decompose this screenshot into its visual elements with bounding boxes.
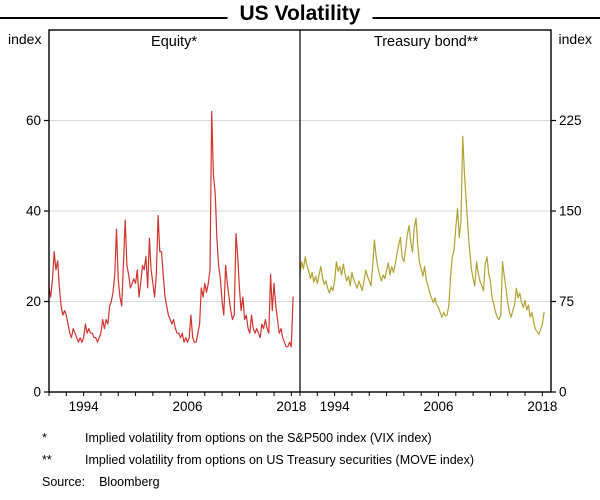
footnote-move: ** Implied volatility from options on US… — [42, 453, 588, 468]
vix-line — [48, 110, 294, 348]
svg-text:2018: 2018 — [527, 399, 557, 414]
svg-text:2006: 2006 — [423, 399, 453, 414]
footnote-marker: ** — [42, 453, 52, 467]
panel-label-treasury: Treasury bond** — [373, 34, 479, 50]
svg-text:1994: 1994 — [320, 399, 351, 414]
source-label: Source: — [42, 475, 86, 489]
footnote-text: Implied volatility from options on the S… — [85, 431, 432, 445]
svg-text:225: 225 — [559, 113, 582, 128]
panel-label-equity: Equity* — [151, 34, 197, 50]
source-line: Source: Bloomberg — [42, 475, 588, 490]
chart-title: US Volatility — [227, 2, 373, 26]
footnotes: * Implied volatility from options on the… — [42, 431, 588, 490]
footnote-marker: * — [42, 431, 47, 445]
svg-text:0: 0 — [559, 385, 567, 400]
svg-text:2018: 2018 — [276, 399, 306, 414]
footnote-text: Implied volatility from options on US Tr… — [85, 453, 475, 467]
svg-text:60: 60 — [26, 113, 41, 128]
axis-unit-left: index — [8, 31, 42, 47]
svg-text:20: 20 — [26, 294, 41, 309]
svg-text:40: 40 — [26, 204, 41, 219]
move-line — [299, 135, 545, 335]
svg-text:150: 150 — [559, 204, 582, 219]
source-text: Bloomberg — [99, 475, 160, 489]
svg-text:2006: 2006 — [172, 399, 202, 414]
svg-text:75: 75 — [559, 294, 574, 309]
svg-text:1994: 1994 — [69, 399, 100, 414]
footnote-vix: * Implied volatility from options on the… — [42, 431, 588, 446]
svg-text:0: 0 — [33, 385, 41, 400]
axis-unit-right: index — [558, 31, 592, 47]
